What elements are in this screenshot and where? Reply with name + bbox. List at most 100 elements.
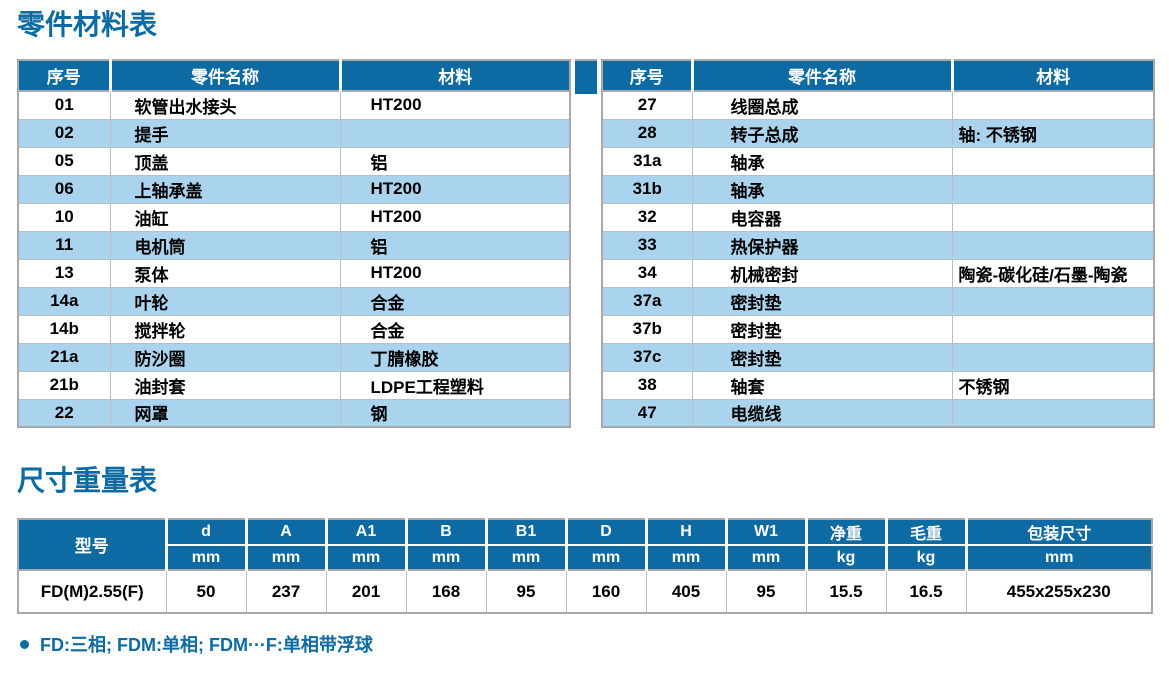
unit-cell: mm bbox=[964, 544, 1152, 571]
col-header-d: d bbox=[164, 519, 246, 546]
value-cell-b: 168 bbox=[405, 569, 487, 614]
table-row: 14b 搅拌轮 合金 bbox=[17, 314, 571, 344]
part-no-cell: 33 bbox=[601, 230, 693, 260]
col-header-material: 材料 bbox=[338, 60, 570, 93]
unit-cell: mm bbox=[244, 544, 326, 571]
table-row: 14a 叶轮 合金 bbox=[17, 286, 571, 316]
part-name-cell: 上轴承盖 bbox=[109, 174, 341, 204]
part-name-cell: 密封垫 bbox=[691, 342, 953, 372]
table-gap-spacer bbox=[571, 59, 601, 429]
header-row: 序号 零件名称 材料 bbox=[602, 60, 1154, 93]
part-no-cell: 11 bbox=[17, 230, 111, 260]
col-header-no: 序号 bbox=[18, 60, 110, 93]
part-no-cell: 28 bbox=[601, 118, 693, 148]
part-material-cell: 陶瓷-碳化硅/石墨-陶瓷 bbox=[951, 258, 1155, 288]
part-material-cell: 合金 bbox=[339, 286, 571, 316]
table-row: 37a 密封垫 bbox=[601, 286, 1155, 316]
parts-material-tables: 序号 零件名称 材料 01 软管出水接头 HT200 02 提手 05 顶盖铝 06 上轴… bbox=[17, 59, 1155, 429]
part-material-cell bbox=[951, 314, 1155, 344]
col-header-name: 零件名称 bbox=[108, 60, 340, 93]
value-cell-d: 50 bbox=[165, 569, 247, 614]
part-name-cell: 搅拌轮 bbox=[109, 314, 341, 344]
unit-cell: mm bbox=[324, 544, 406, 571]
part-name-cell: 电容器 bbox=[691, 202, 953, 232]
part-name-cell: 轴承 bbox=[691, 146, 953, 176]
table-row: 10 油缸 HT200 bbox=[17, 202, 571, 232]
col-header-b1: B1 bbox=[484, 519, 566, 546]
part-material-cell: 钢 bbox=[339, 398, 571, 428]
part-name-cell: 热保护器 bbox=[691, 230, 953, 260]
table-row: 32 电容器 bbox=[601, 202, 1155, 232]
col-header-package-size: 包装尺寸 bbox=[964, 519, 1152, 546]
table-row: 13 泵体 HT200 bbox=[17, 258, 571, 288]
part-no-cell: 14b bbox=[17, 314, 111, 344]
part-no-cell: 02 bbox=[17, 118, 111, 148]
table-row: 21a 防沙圈 丁腈橡胶 bbox=[17, 342, 571, 372]
part-material-cell: HT200 bbox=[339, 202, 571, 232]
part-name-cell: 网罩 bbox=[109, 398, 341, 428]
table-row: 11 电机筒铝 bbox=[17, 230, 571, 260]
part-name-cell: 防沙圈 bbox=[109, 342, 341, 372]
table-row: 31a 轴承 bbox=[601, 146, 1155, 176]
unit-cell: mm bbox=[724, 544, 806, 571]
value-cell-a1: 201 bbox=[325, 569, 407, 614]
unit-cell: kg bbox=[884, 544, 966, 571]
unit-cell: mm bbox=[564, 544, 646, 571]
table-row: 01 软管出水接头 HT200 bbox=[17, 90, 571, 120]
part-material-cell bbox=[951, 90, 1155, 120]
unit-cell: mm bbox=[404, 544, 486, 571]
col-header-h: H bbox=[644, 519, 726, 546]
part-name-cell: 电缆线 bbox=[691, 398, 953, 428]
table-row: 38 轴套 不锈钢 bbox=[601, 370, 1155, 400]
parts-table-right: 序号 零件名称 材料 27 线圈总成 28 转子总成 轴: 不锈钢 31a 轴承 31b… bbox=[601, 59, 1155, 429]
col-header-model: 型号 bbox=[18, 519, 166, 571]
table-row: 22 网罩钢 bbox=[17, 398, 571, 428]
part-name-cell: 电机筒 bbox=[109, 230, 341, 260]
part-no-cell: 27 bbox=[601, 90, 693, 120]
col-header-material: 材料 bbox=[950, 60, 1154, 93]
part-no-cell: 37b bbox=[601, 314, 693, 344]
part-no-cell: 05 bbox=[17, 146, 111, 176]
header-row-units: mm mm mm mm mm mm mm mm kg kg mm bbox=[18, 544, 1152, 571]
part-name-cell: 油缸 bbox=[109, 202, 341, 232]
part-name-cell: 轴承 bbox=[691, 174, 953, 204]
col-header-w1: W1 bbox=[724, 519, 806, 546]
part-name-cell: 提手 bbox=[109, 118, 341, 148]
value-cell-dd: 160 bbox=[565, 569, 647, 614]
bullet-icon bbox=[20, 639, 29, 649]
part-material-cell: 丁腈橡胶 bbox=[339, 342, 571, 372]
col-header-name: 零件名称 bbox=[690, 60, 952, 93]
part-no-cell: 37c bbox=[601, 342, 693, 372]
model-cell: FD(M)2.55(F) bbox=[17, 569, 167, 614]
part-material-cell bbox=[951, 174, 1155, 204]
part-no-cell: 37a bbox=[601, 286, 693, 316]
parts-table-title: 零件材料表 bbox=[17, 9, 158, 40]
part-name-cell: 密封垫 bbox=[691, 286, 953, 316]
table-row: 34 机械密封 陶瓷-碳化硅/石墨-陶瓷 bbox=[601, 258, 1155, 288]
part-material-cell bbox=[339, 118, 571, 148]
value-cell-b1: 95 bbox=[485, 569, 567, 614]
col-header-dd: D bbox=[564, 519, 646, 546]
part-no-cell: 31a bbox=[601, 146, 693, 176]
unit-cell: mm bbox=[484, 544, 566, 571]
part-material-cell bbox=[951, 398, 1155, 428]
part-name-cell: 机械密封 bbox=[691, 258, 953, 288]
part-no-cell: 10 bbox=[17, 202, 111, 232]
parts-table-left: 序号 零件名称 材料 01 软管出水接头 HT200 02 提手 05 顶盖铝 06 上轴… bbox=[17, 59, 571, 429]
part-material-cell: 合金 bbox=[339, 314, 571, 344]
unit-cell: kg bbox=[804, 544, 886, 571]
part-material-cell bbox=[951, 342, 1155, 372]
table-row: 02 提手 bbox=[17, 118, 571, 148]
table-row: 27 线圈总成 bbox=[601, 90, 1155, 120]
value-cell-h: 405 bbox=[645, 569, 727, 614]
col-header-gross-weight: 毛重 bbox=[884, 519, 966, 546]
part-material-cell: 轴: 不锈钢 bbox=[951, 118, 1155, 148]
col-header-b: B bbox=[404, 519, 486, 546]
part-no-cell: 21b bbox=[17, 370, 111, 400]
spec-sheet-page: 零件材料表 序号 零件名称 材料 01 软管出水接头 HT200 02 提手 05 顶盖… bbox=[17, 9, 1155, 655]
table-row: FD(M)2.55(F) 50 237 201 168 95 160 405 9… bbox=[17, 569, 1153, 614]
dims-table-title: 尺寸重量表 bbox=[17, 465, 158, 497]
part-no-cell: 01 bbox=[17, 90, 111, 120]
part-material-cell bbox=[951, 230, 1155, 260]
unit-cell: mm bbox=[164, 544, 246, 571]
